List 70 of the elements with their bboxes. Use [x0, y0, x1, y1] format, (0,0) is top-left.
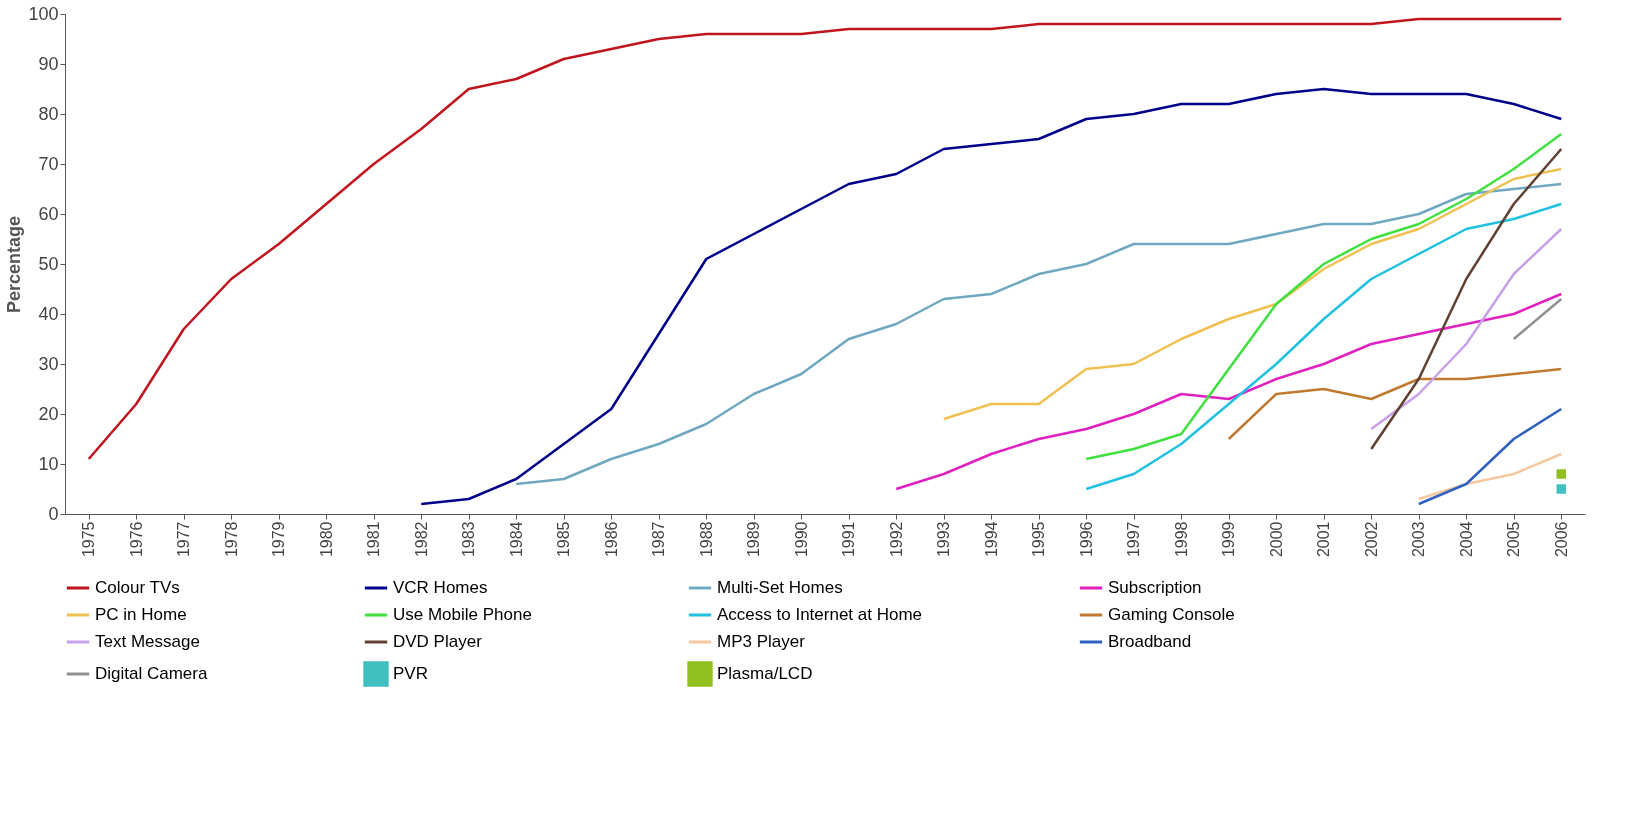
line-series — [1085, 202, 1563, 491]
line-series — [1227, 367, 1563, 441]
x-tick-label: 1976 — [127, 521, 145, 558]
legend-label: DVD Player — [393, 632, 483, 651]
x-tick-label: 2006 — [1552, 521, 1570, 558]
x-tick-label: 2003 — [1410, 521, 1428, 558]
y-tick-label: 80 — [38, 103, 59, 124]
legend-label: Subscription — [1108, 578, 1202, 597]
legend-label: PC in Home — [95, 605, 187, 624]
legend-label: Digital Camera — [95, 664, 208, 683]
y-tick-label: 0 — [48, 503, 59, 524]
x-tick-label: 1982 — [412, 521, 430, 558]
line-series — [1417, 407, 1563, 506]
legend-label: Multi-Set Homes — [717, 578, 843, 597]
y-tick-label: 30 — [38, 353, 59, 374]
line-series — [895, 292, 1563, 491]
legend-label: Plasma/LCD — [717, 664, 813, 683]
y-tick-label: 50 — [38, 253, 59, 274]
x-tick-label: 1988 — [697, 521, 715, 558]
x-tick-label: 1977 — [175, 521, 193, 558]
x-tick-label: 1990 — [792, 521, 810, 558]
legend-label: VCR Homes — [393, 578, 488, 597]
line-series — [1085, 132, 1563, 461]
x-tick-label: 1985 — [555, 521, 573, 558]
legend-label: Access to Internet at Home — [717, 605, 923, 624]
y-tick-label: 20 — [38, 403, 59, 424]
legend-label: Gaming Console — [1108, 605, 1235, 624]
x-tick-label: 2004 — [1457, 521, 1475, 558]
legend-label: MP3 Player — [717, 632, 806, 651]
line-series — [942, 167, 1563, 421]
x-tick-label: 1995 — [1030, 521, 1048, 558]
y-tick-label: 70 — [38, 153, 59, 174]
y-tick-label: 40 — [38, 303, 59, 324]
x-tick-label: 1997 — [1125, 521, 1143, 558]
x-tick-label: 2000 — [1267, 521, 1285, 558]
y-tick-label: 10 — [38, 453, 59, 474]
x-tick-label: 1989 — [745, 521, 763, 558]
x-tick-label: 1980 — [317, 521, 335, 558]
legend-label: PVR — [393, 664, 428, 683]
line-series — [1370, 147, 1563, 451]
x-tick-label: 2005 — [1505, 521, 1523, 558]
x-tick-label: 1979 — [270, 521, 288, 558]
x-tick-label: 1999 — [1220, 521, 1238, 558]
y-axis-title: Percentage — [4, 215, 25, 314]
x-tick-label: 1991 — [840, 521, 858, 558]
x-tick-label: 1986 — [602, 521, 620, 558]
x-tick-label: 1993 — [935, 521, 953, 558]
line-series — [87, 17, 1563, 461]
legend-label: Use Mobile Phone — [393, 605, 532, 624]
line-series — [420, 87, 1563, 506]
x-tick-label: 2002 — [1362, 521, 1380, 558]
legend-label: Text Message — [95, 632, 200, 651]
x-tick-label: 1975 — [80, 521, 98, 558]
x-tick-label: 1978 — [222, 521, 240, 558]
y-tick-label: 60 — [38, 203, 59, 224]
x-tick-label: 1994 — [982, 521, 1000, 558]
legend-label: Broadband — [1108, 632, 1192, 651]
y-tick-label: 100 — [28, 3, 59, 24]
x-tick-label: 1981 — [365, 521, 383, 558]
x-tick-label: 1992 — [887, 521, 905, 558]
x-tick-label: 2001 — [1315, 521, 1333, 558]
line-series — [1370, 227, 1563, 431]
x-tick-label: 1984 — [507, 521, 525, 558]
y-tick-label: 90 — [38, 53, 59, 74]
x-tick-label: 1996 — [1077, 521, 1095, 558]
x-tick-label: 1983 — [460, 521, 478, 558]
legend-label: Colour TVs — [95, 578, 180, 597]
x-tick-label: 1998 — [1172, 521, 1190, 558]
line-series — [515, 182, 1563, 486]
x-tick-label: 1987 — [650, 521, 668, 558]
